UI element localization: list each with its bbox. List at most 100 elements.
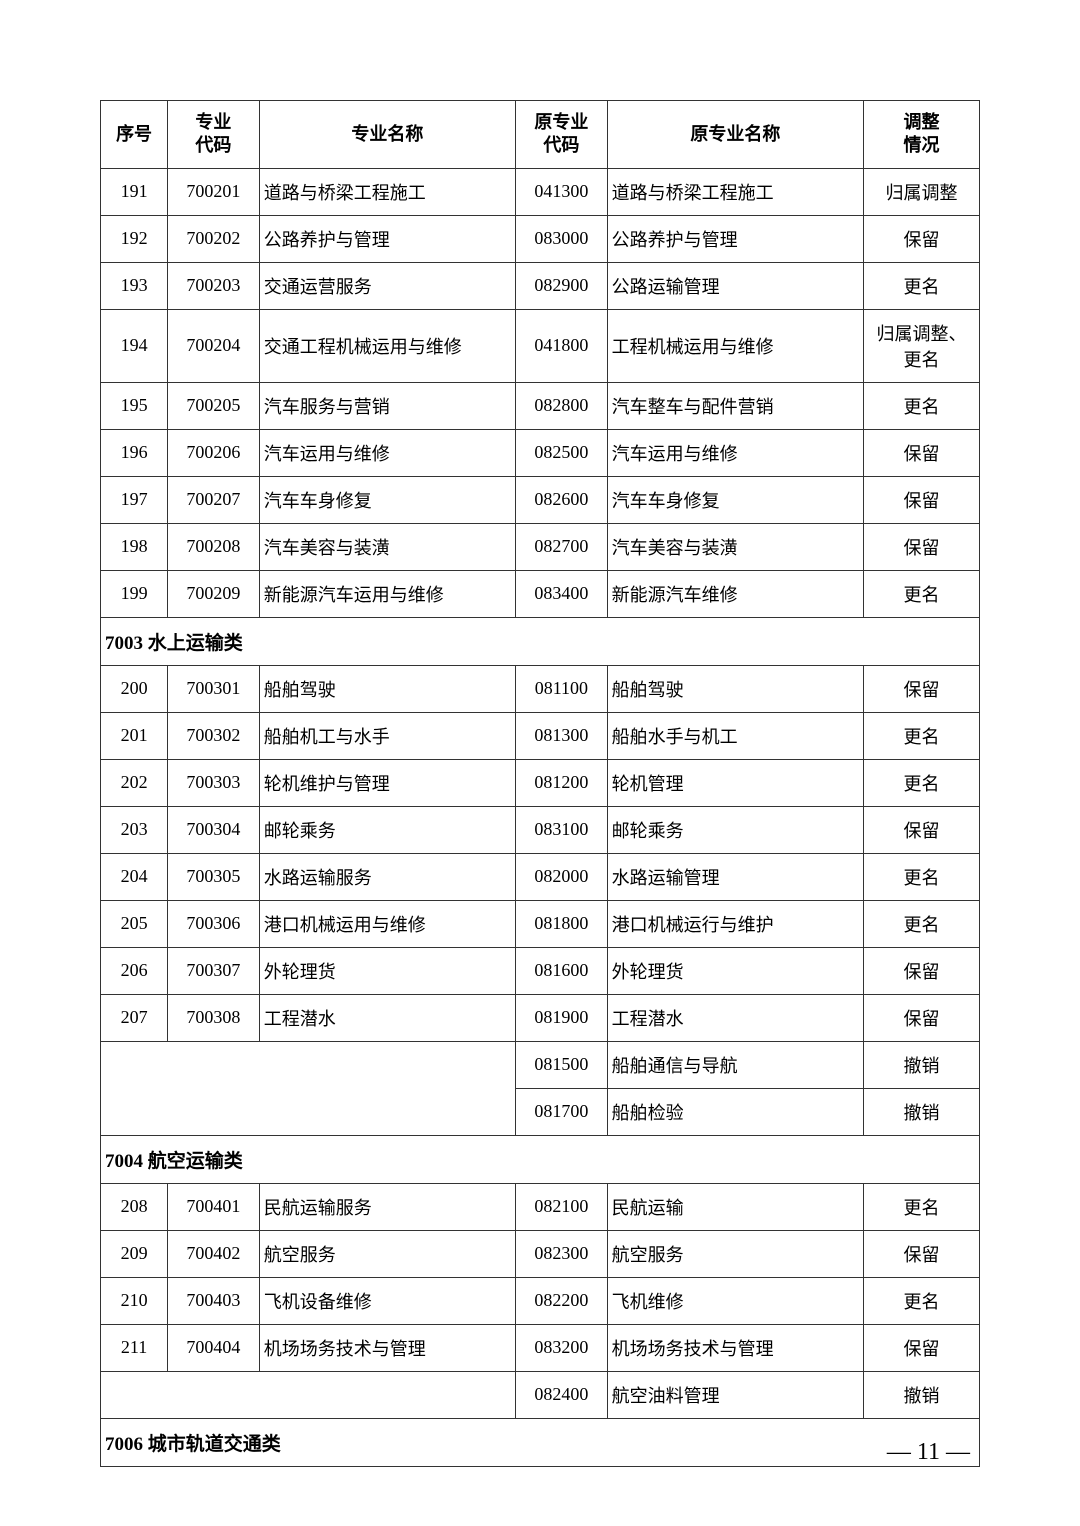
cell-name: 汽车服务与营销: [259, 382, 515, 429]
table-row: 197 700207 汽车车身修复 082600 汽车车身修复 保留: [101, 476, 980, 523]
header-adj: 调整情况: [864, 101, 980, 169]
cell-seq: 192: [101, 215, 168, 262]
cell-ocode: 083000: [516, 215, 608, 262]
cell-adj: 保留: [864, 947, 980, 994]
cell-seq: 208: [101, 1183, 168, 1230]
cell-oname: 邮轮乘务: [607, 806, 863, 853]
cell-name: 交通运营服务: [259, 262, 515, 309]
cell-seq: 195: [101, 382, 168, 429]
table-row: 211 700404 机场场务技术与管理 083200 机场场务技术与管理 保留: [101, 1324, 980, 1371]
cell-ocode: 081300: [516, 712, 608, 759]
cell-code: 700307: [168, 947, 260, 994]
cell-ocode: 082100: [516, 1183, 608, 1230]
cell-name: 外轮理货: [259, 947, 515, 994]
cell-oname: 船舶通信与导航: [607, 1041, 863, 1088]
cell-name: 工程潜水: [259, 994, 515, 1041]
cell-code: 700209: [168, 570, 260, 617]
table-row: 206 700307 外轮理货 081600 外轮理货 保留: [101, 947, 980, 994]
cell-ocode: 082500: [516, 429, 608, 476]
cell-adj: 更名: [864, 900, 980, 947]
cell-adj: 更名: [864, 759, 980, 806]
table-row: 198 700208 汽车美容与装潢 082700 汽车美容与装潢 保留: [101, 523, 980, 570]
header-oname: 原专业名称: [607, 101, 863, 169]
cell-name: 交通工程机械运用与维修: [259, 309, 515, 382]
header-ocode: 原专业代码: [516, 101, 608, 169]
cell-oname: 汽车整车与配件营销: [607, 382, 863, 429]
cell-oname: 新能源汽车维修: [607, 570, 863, 617]
cell-code: 700303: [168, 759, 260, 806]
cell-code: 700306: [168, 900, 260, 947]
cell-ocode: 082900: [516, 262, 608, 309]
cell-oname: 民航运输: [607, 1183, 863, 1230]
table-row: 082400 航空油料管理 撤销: [101, 1371, 980, 1418]
cell-code: 700204: [168, 309, 260, 382]
table-row: 203 700304 邮轮乘务 083100 邮轮乘务 保留: [101, 806, 980, 853]
cell-code: 700201: [168, 168, 260, 215]
cell-adj: 更名: [864, 853, 980, 900]
cell-name: 新能源汽车运用与维修: [259, 570, 515, 617]
cell-ocode: 081600: [516, 947, 608, 994]
cell-code: 700304: [168, 806, 260, 853]
cell-seq: 211: [101, 1324, 168, 1371]
cell-adj: 保留: [864, 1324, 980, 1371]
cell-oname: 汽车车身修复: [607, 476, 863, 523]
cell-oname: 水路运输管理: [607, 853, 863, 900]
cell-ocode: 041300: [516, 168, 608, 215]
cell-seq: 201: [101, 712, 168, 759]
table-row: 209 700402 航空服务 082300 航空服务 保留: [101, 1230, 980, 1277]
cell-seq: 207: [101, 994, 168, 1041]
header-name: 专业名称: [259, 101, 515, 169]
cell-seq: 200: [101, 665, 168, 712]
cell-name: 机场场务技术与管理: [259, 1324, 515, 1371]
cell-empty: [101, 1041, 516, 1135]
cell-adj: 更名: [864, 712, 980, 759]
cell-code: 700402: [168, 1230, 260, 1277]
cell-code: 700208: [168, 523, 260, 570]
cell-ocode: 083100: [516, 806, 608, 853]
cell-seq: 205: [101, 900, 168, 947]
cell-ocode: 082000: [516, 853, 608, 900]
cell-ocode: 082700: [516, 523, 608, 570]
cell-name: 船舶机工与水手: [259, 712, 515, 759]
table-row: 202 700303 轮机维护与管理 081200 轮机管理 更名: [101, 759, 980, 806]
cell-adj: 更名: [864, 382, 980, 429]
cell-seq: 206: [101, 947, 168, 994]
cell-name: 船舶驾驶: [259, 665, 515, 712]
cell-adj: 撤销: [864, 1371, 980, 1418]
cell-oname: 汽车运用与维修: [607, 429, 863, 476]
cell-seq: 193: [101, 262, 168, 309]
cell-oname: 轮机管理: [607, 759, 863, 806]
cell-adj: 保留: [864, 476, 980, 523]
cell-seq: 203: [101, 806, 168, 853]
cell-seq: 198: [101, 523, 168, 570]
cell-name: 民航运输服务: [259, 1183, 515, 1230]
cell-oname: 港口机械运行与维护: [607, 900, 863, 947]
cell-adj: 保留: [864, 665, 980, 712]
page-number: — 11 —: [887, 1439, 970, 1466]
table-row: 205 700306 港口机械运用与维修 081800 港口机械运行与维护 更名: [101, 900, 980, 947]
cell-oname: 飞机维修: [607, 1277, 863, 1324]
cell-adj: 保留: [864, 429, 980, 476]
cell-adj: 保留: [864, 994, 980, 1041]
cell-adj: 保留: [864, 1230, 980, 1277]
cell-ocode: 082400: [516, 1371, 608, 1418]
cell-oname: 道路与桥梁工程施工: [607, 168, 863, 215]
table-row: 081500 船舶通信与导航 撤销: [101, 1041, 980, 1088]
cell-oname: 工程机械运用与维修: [607, 309, 863, 382]
table-row: 191 700201 道路与桥梁工程施工 041300 道路与桥梁工程施工 归属…: [101, 168, 980, 215]
cell-name: 港口机械运用与维修: [259, 900, 515, 947]
cell-oname: 船舶检验: [607, 1088, 863, 1135]
section-row-7006: 7006 城市轨道交通类: [101, 1418, 980, 1466]
cell-name: 汽车车身修复: [259, 476, 515, 523]
cell-adj: 撤销: [864, 1088, 980, 1135]
cell-seq: 199: [101, 570, 168, 617]
cell-oname: 外轮理货: [607, 947, 863, 994]
header-code: 专业代码: [168, 101, 260, 169]
cell-adj: 归属调整: [864, 168, 980, 215]
cell-code: 700403: [168, 1277, 260, 1324]
cell-code: 700301: [168, 665, 260, 712]
cell-adj: 撤销: [864, 1041, 980, 1088]
table-row: 196 700206 汽车运用与维修 082500 汽车运用与维修 保留: [101, 429, 980, 476]
section-label: 7006 城市轨道交通类: [101, 1418, 980, 1466]
cell-name: 公路养护与管理: [259, 215, 515, 262]
